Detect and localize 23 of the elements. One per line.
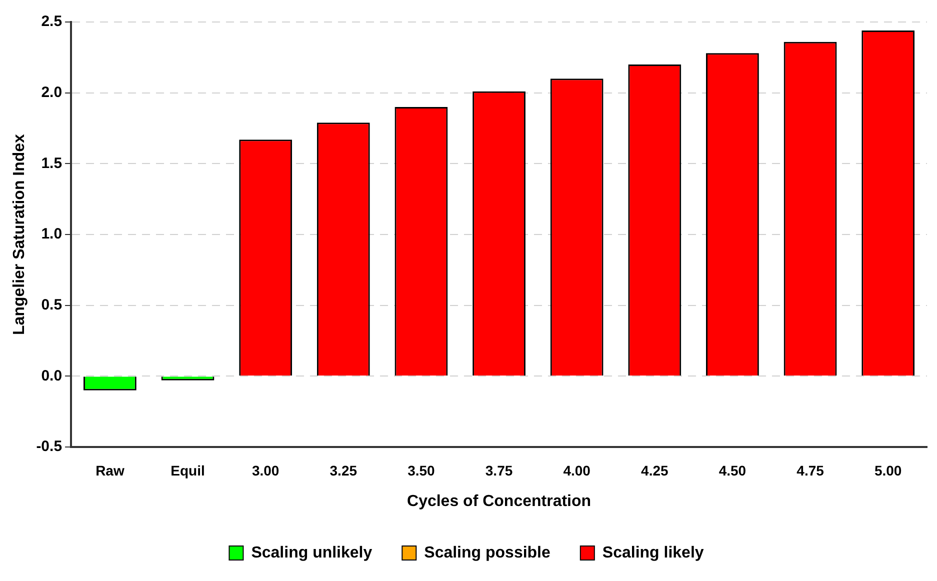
legend-label: Scaling likely	[602, 544, 704, 562]
legend-label: Scaling unlikely	[251, 544, 372, 562]
x-tick-label: 4.75	[796, 462, 824, 478]
x-tick-label: 4.50	[718, 462, 746, 478]
x-axis-title: Cycles of Concentration	[407, 492, 592, 510]
x-tick-label: 3.75	[485, 462, 513, 478]
y-tick-label: -0.5	[36, 438, 62, 456]
legend-label: Scaling possible	[424, 544, 551, 562]
x-tick-label: Raw	[96, 462, 124, 478]
y-tick-label: 0.0	[41, 367, 62, 384]
y-tick-label: 2.5	[41, 13, 62, 30]
x-tick-label: 3.50	[408, 462, 436, 478]
x-tick-label: Equil	[170, 462, 205, 478]
y-axis-title: Langelier Saturation Index	[11, 134, 28, 335]
y-tick-label: 0.5	[41, 296, 62, 314]
x-tick-label: 4.00	[563, 462, 591, 478]
x-tick-label: 3.00	[252, 462, 280, 478]
y-tick-label: 1.0	[41, 226, 62, 243]
y-tick-label: 2.0	[41, 84, 62, 101]
x-tick-label: 5.00	[874, 462, 902, 478]
x-tick-label: 4.25	[641, 462, 668, 478]
y-tick-label: 1.5	[41, 154, 62, 172]
x-tick-label: 3.25	[330, 462, 358, 478]
